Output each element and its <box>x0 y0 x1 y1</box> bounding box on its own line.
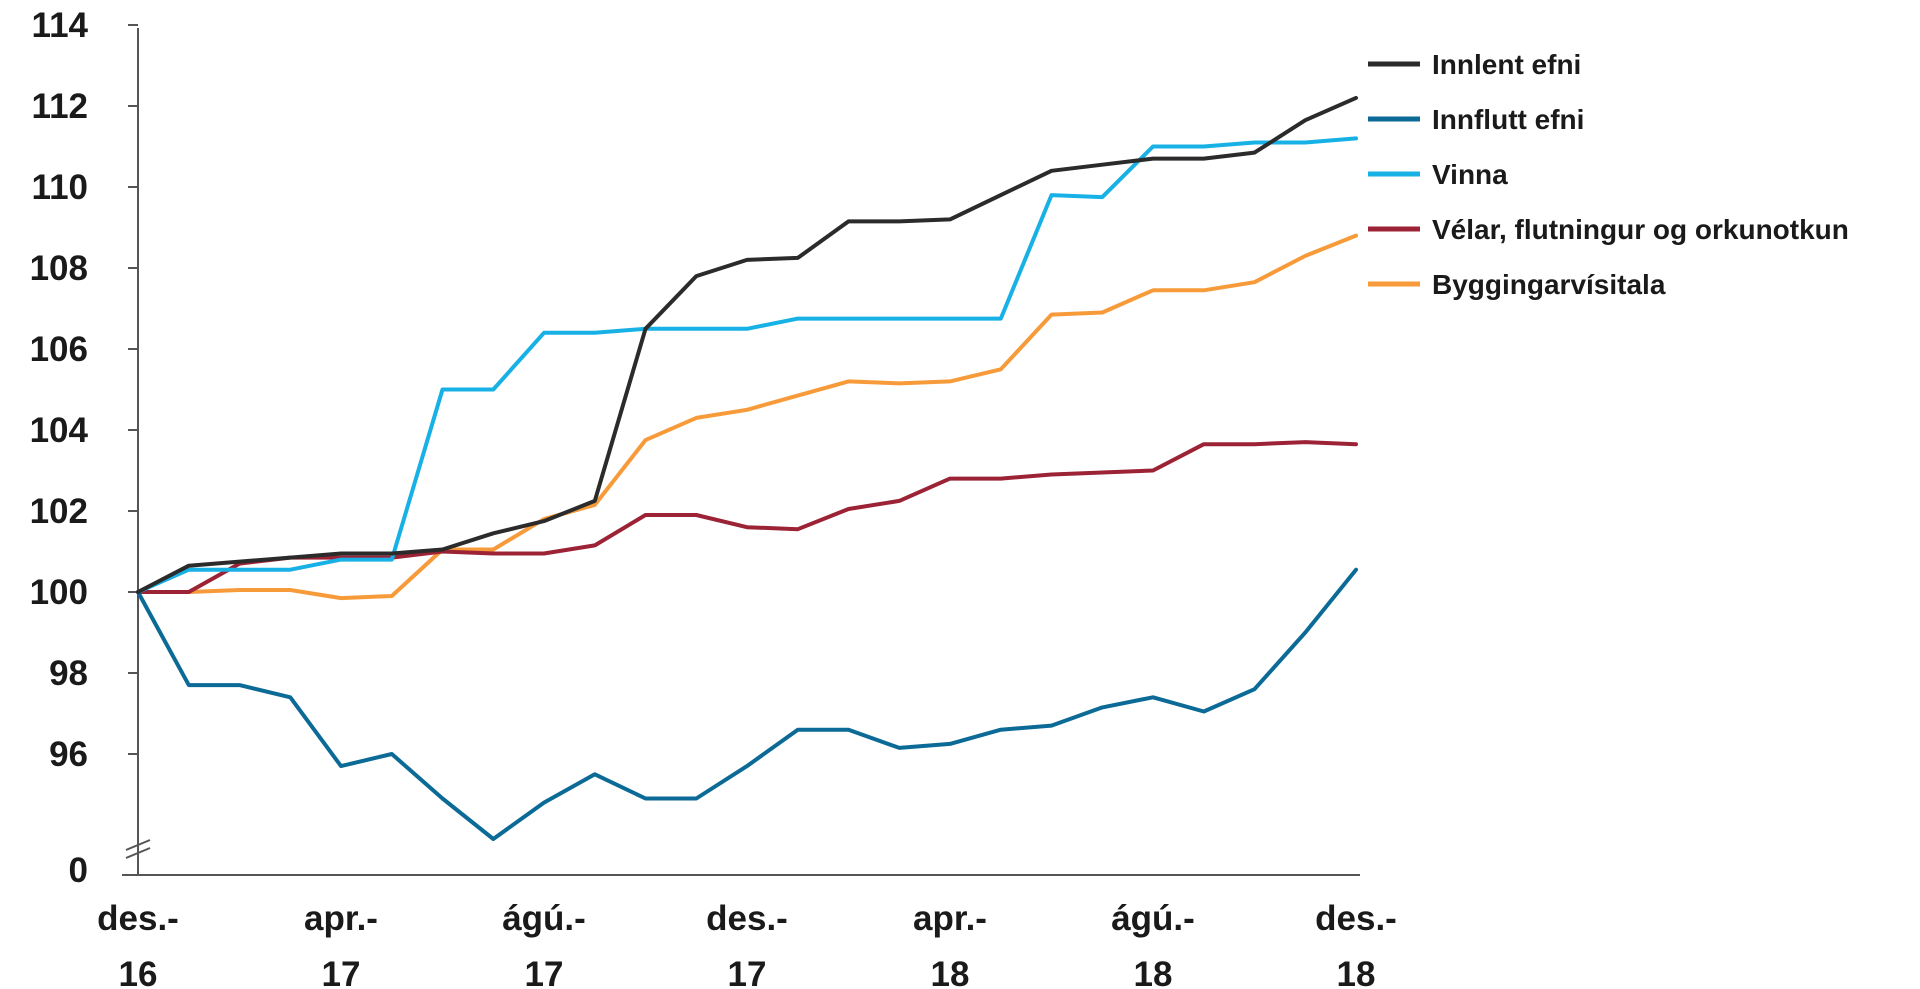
x-tick-label: 18 <box>931 955 970 989</box>
series-line-v-lar-flutningur-og-orkunotkun <box>136 440 1358 594</box>
x-tick-label: 17 <box>728 955 767 989</box>
y-axis-ticks: 0 96 98 100 102 104 106 108 110 112 114 <box>30 6 138 890</box>
legend: Innlent efni Innflutt efni Vinna Vélar, flu… <box>1368 49 1849 300</box>
y-tick-label: 110 <box>32 168 88 207</box>
x-tick-label: ágú.- <box>502 899 586 938</box>
series-line-innflutt-efni <box>136 567 1358 841</box>
legend-label: Vinna <box>1432 159 1508 190</box>
x-tick-label: apr.- <box>304 899 378 938</box>
axes <box>122 28 1360 876</box>
y-tick-label: 98 <box>49 654 88 693</box>
x-tick-label: des.- <box>1315 899 1397 938</box>
x-tick-label: 18 <box>1337 955 1376 989</box>
y-tick-label: 106 <box>30 330 88 369</box>
x-tick-label: ágú.- <box>1111 899 1195 938</box>
x-tick-label: 17 <box>525 955 564 989</box>
y-tick-label: 114 <box>32 6 89 45</box>
x-tick-label: 18 <box>1134 955 1173 989</box>
x-tick-label: apr.- <box>913 899 987 938</box>
y-tick-label: 102 <box>30 492 88 531</box>
x-tick-label: 16 <box>119 955 158 989</box>
x-axis-ticks: des.- 16 apr.- 17 ágú.- 17 des.- 17 apr.- 18 ágú.-… <box>97 899 1397 989</box>
y-tick-label: 108 <box>30 249 88 288</box>
axis-break-mark <box>125 839 151 851</box>
y-tick-label: 112 <box>32 87 88 126</box>
legend-label: Innflutt efni <box>1432 104 1584 135</box>
y-tick-label: 100 <box>30 573 88 612</box>
x-tick-label: des.- <box>97 899 179 938</box>
x-tick-label: 17 <box>322 955 361 989</box>
legend-label: Vélar, flutningur og orkunotkun <box>1432 214 1849 245</box>
y-tick-label: 96 <box>49 735 88 774</box>
y-tick-label: 0 <box>69 851 88 890</box>
series-line-vinna <box>136 136 1358 594</box>
legend-label: Innlent efni <box>1432 49 1581 80</box>
series-line-byggingarv-sitala <box>136 233 1358 601</box>
series-line-innlent-efni <box>136 95 1358 594</box>
x-tick-label: des.- <box>706 899 788 938</box>
series-lines <box>136 95 1358 841</box>
legend-label: Byggingarvísitala <box>1432 269 1666 300</box>
y-tick-label: 104 <box>30 411 89 450</box>
axis-break-mark <box>125 847 151 859</box>
